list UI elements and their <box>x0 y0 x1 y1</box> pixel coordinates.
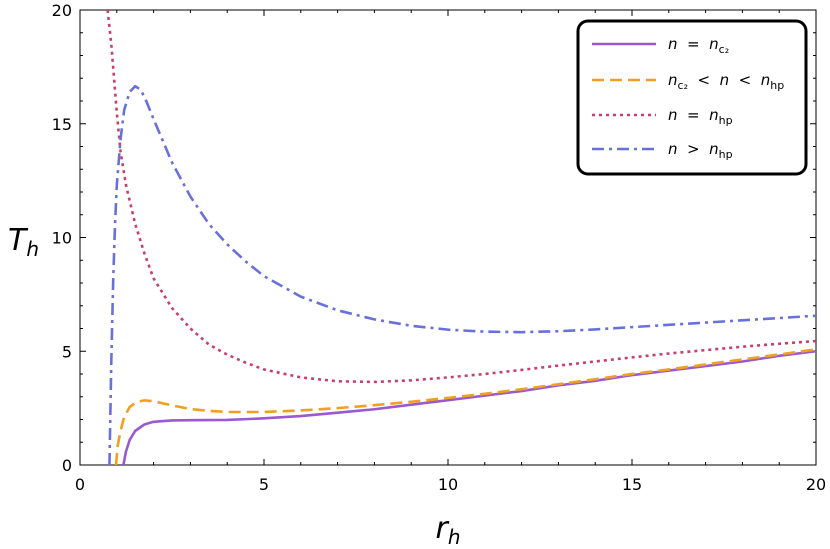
y-tick-label: 10 <box>52 229 72 248</box>
legend-label-3: n = nhp <box>668 106 733 127</box>
series-line-4 <box>108 84 816 465</box>
y-tick-label: 5 <box>62 342 72 361</box>
y-tick-label: 0 <box>62 456 72 475</box>
legend-label-2: nc₂ < n < nhp <box>668 71 784 92</box>
legend: n = nc₂ nc₂ < n < nhp n = nhp n > nhp <box>576 19 808 176</box>
legend-box <box>576 19 808 176</box>
axes: 0 5 10 15 20 0 5 10 15 20 <box>52 1 827 494</box>
x-axis-title: rh <box>435 511 460 549</box>
legend-label-1: n = nc₂ <box>668 35 729 56</box>
legend-label-4: n > nhp <box>668 140 733 161</box>
x-tick-label: 15 <box>622 475 642 494</box>
series-layer <box>106 10 816 465</box>
x-tick-label: 5 <box>259 475 269 494</box>
series-line-2 <box>114 348 816 465</box>
y-axis-title: Th <box>8 223 39 261</box>
x-tick-label: 0 <box>75 475 85 494</box>
series-line-1 <box>122 349 816 465</box>
y-tick-label: 15 <box>52 115 72 134</box>
y-tick-label: 20 <box>52 1 72 20</box>
x-tick-label: 10 <box>438 475 458 494</box>
x-tick-label: 20 <box>806 475 826 494</box>
